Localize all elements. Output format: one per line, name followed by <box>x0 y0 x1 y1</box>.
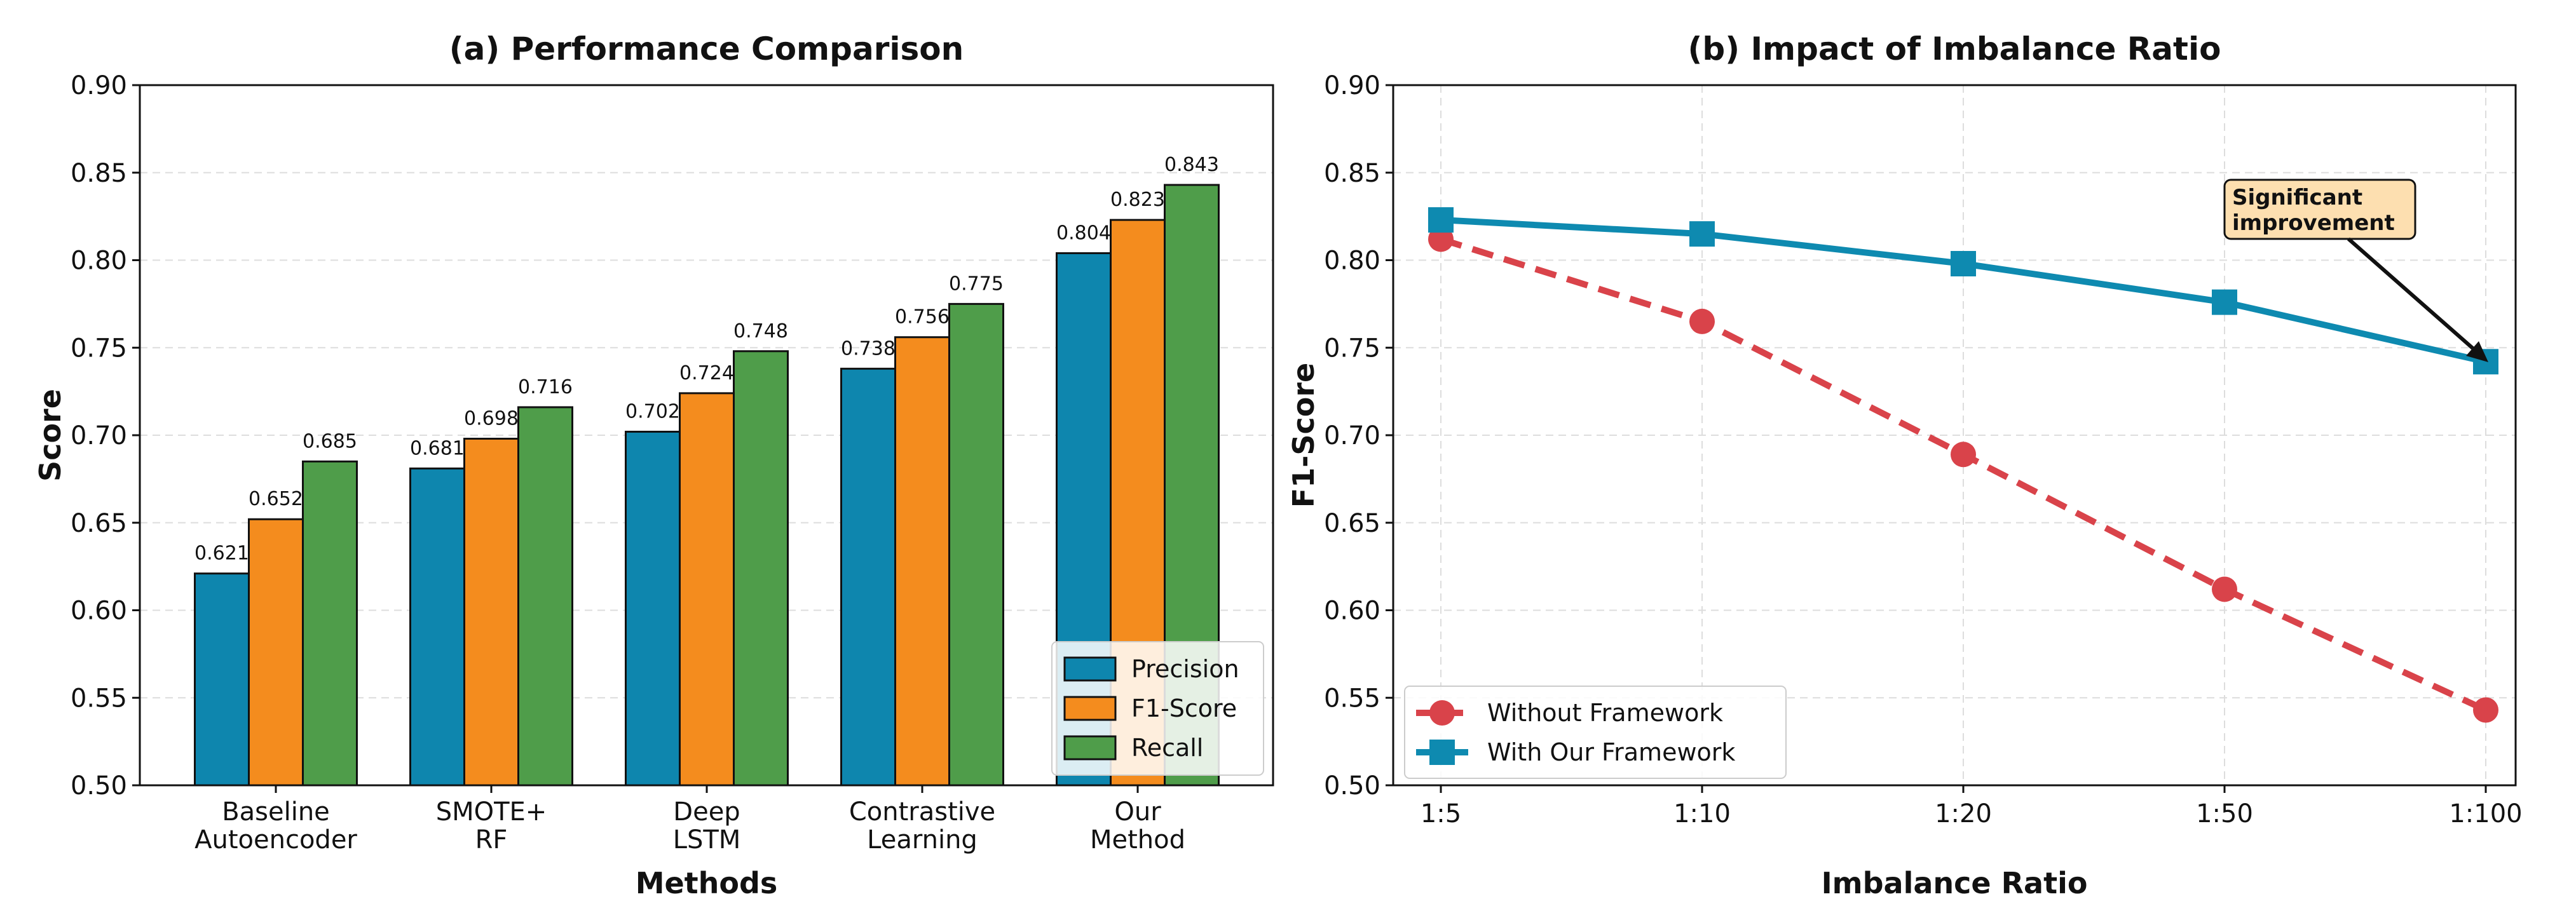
bar-f1-score <box>463 438 519 787</box>
y-tick-label: 0.85 <box>1324 159 1380 188</box>
point-without-framework <box>1689 308 1715 334</box>
data-label: 0.652 <box>249 488 303 510</box>
bar-recall <box>733 350 789 787</box>
y-tick-label: 0.70 <box>71 421 127 450</box>
data-label: 0.681 <box>410 437 465 459</box>
y-tick-label: 0.60 <box>1324 597 1380 626</box>
x-tick-label: Learning <box>867 825 978 855</box>
point-without-framework <box>2473 697 2498 723</box>
point-without-framework <box>1428 226 1454 252</box>
chart-title: (a) Performance Comparison <box>449 30 964 67</box>
y-tick-label: 0.65 <box>71 509 127 538</box>
data-label: 0.775 <box>949 273 1004 295</box>
x-tick-label: 1:20 <box>1935 799 1992 828</box>
y-tick-label: 0.60 <box>71 597 127 626</box>
x-tick-label: LSTM <box>673 825 741 855</box>
bar-precision <box>840 367 896 787</box>
data-label: 0.724 <box>679 362 734 384</box>
data-label: 0.843 <box>1164 154 1219 176</box>
x-tick-label: RF <box>475 825 508 855</box>
point-with-our-framework <box>1951 251 1976 277</box>
legend-swatch <box>1063 656 1117 682</box>
y-tick-label: 0.75 <box>1324 334 1380 363</box>
y-tick-label: 0.75 <box>71 334 127 363</box>
panel-a-performance-comparison: 0.50 0.55 0.60 0.65 0.70 0.75 0.80 0.85 0.90 (a) … <box>33 30 1274 900</box>
x-tick-label: 1:50 <box>2196 799 2253 828</box>
y-tick-label: 0.55 <box>1324 684 1380 713</box>
annotation-arrow <box>2347 237 2477 353</box>
x-tick-label: Autoencoder <box>194 825 357 855</box>
x-tick-label: Method <box>1090 825 1185 855</box>
y-tick-label: 0.65 <box>1324 509 1380 538</box>
data-label: 0.685 <box>303 430 357 452</box>
annotation-text: Significant <box>2232 185 2362 210</box>
bar-precision <box>625 430 681 787</box>
x-tick-label: 1:100 <box>2449 799 2522 828</box>
plot-frame <box>139 84 1274 787</box>
bar-precision <box>194 572 250 787</box>
legend-label: Precision <box>1131 655 1239 683</box>
x-tick-label: 1:10 <box>1673 799 1731 828</box>
data-label: 0.621 <box>194 543 249 565</box>
data-label: 0.748 <box>733 320 788 342</box>
legend-label: With Our Framework <box>1487 738 1735 766</box>
x-tick-label: Contrastive <box>849 797 995 827</box>
y-tick-label: 0.80 <box>1324 247 1380 276</box>
point-with-our-framework <box>2212 289 2237 315</box>
legend-marker <box>1429 700 1455 726</box>
legend-label: Without Framework <box>1487 699 1723 727</box>
point-without-framework <box>1951 442 1976 468</box>
data-label: 0.698 <box>464 408 519 430</box>
data-label: 0.756 <box>895 306 950 328</box>
chart-title: (b) Impact of Imbalance Ratio <box>1688 30 2221 67</box>
data-label: 0.738 <box>841 337 896 360</box>
plot-frame <box>1392 84 2517 787</box>
legend-label: F1-Score <box>1131 694 1237 722</box>
line-without-framework <box>1440 236 2488 713</box>
annotation-box <box>2223 179 2416 240</box>
legend-swatch <box>1063 735 1117 761</box>
y-tick-label: 0.70 <box>1324 421 1380 450</box>
legend-marker <box>1429 740 1455 765</box>
bar-precision <box>409 467 465 787</box>
y-tick-label: 0.50 <box>71 771 127 801</box>
y-axis-label: Score <box>33 389 67 482</box>
x-tick-label: Our <box>1114 797 1161 827</box>
y-tick-label: 0.85 <box>71 159 127 188</box>
arrowhead-icon <box>2466 341 2488 362</box>
y-tick-label: 0.55 <box>71 684 127 713</box>
x-tick-label: 1:5 <box>1421 799 1461 828</box>
bar-recall <box>517 406 573 787</box>
y-tick-label: 0.90 <box>1324 71 1380 100</box>
point-with-our-framework <box>1428 207 1454 233</box>
point-with-our-framework <box>1689 221 1715 247</box>
y-tick-label: 0.90 <box>71 71 127 100</box>
x-axis-label: Imbalance Ratio <box>1822 866 2088 900</box>
legend-label: Recall <box>1131 734 1203 762</box>
y-axis-label: F1-Score <box>1286 363 1321 508</box>
bar-recall <box>948 302 1004 787</box>
annotation-text: improvement <box>2232 210 2395 236</box>
x-tick-label: Deep <box>673 797 740 827</box>
point-without-framework <box>2212 576 2237 602</box>
x-axis-label: Methods <box>636 866 778 900</box>
panel-b-imbalance-ratio: 0.50 0.55 0.60 0.65 0.70 0.75 0.80 0.85 0.90 (b) … <box>1286 30 2523 900</box>
bar-recall <box>302 460 358 787</box>
x-tick-label: SMOTE+ <box>436 797 547 827</box>
legend-box <box>1404 686 1787 779</box>
legend-swatch <box>1063 696 1117 721</box>
bar-f1-score <box>679 392 735 787</box>
bar-f1-score <box>894 336 950 787</box>
y-tick-label: 0.80 <box>71 247 127 276</box>
bar-f1-score <box>248 518 304 787</box>
data-label: 0.804 <box>1056 222 1111 244</box>
y-tick-label: 0.50 <box>1324 771 1380 801</box>
data-label: 0.716 <box>518 376 573 398</box>
data-label: 0.702 <box>625 400 680 423</box>
data-label: 0.823 <box>1110 189 1165 211</box>
x-tick-label: Baseline <box>222 797 330 827</box>
